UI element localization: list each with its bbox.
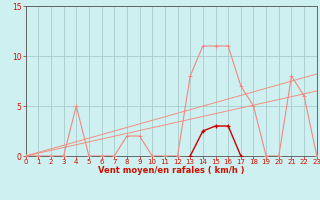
X-axis label: Vent moyen/en rafales ( km/h ): Vent moyen/en rafales ( km/h ) [98, 166, 244, 175]
